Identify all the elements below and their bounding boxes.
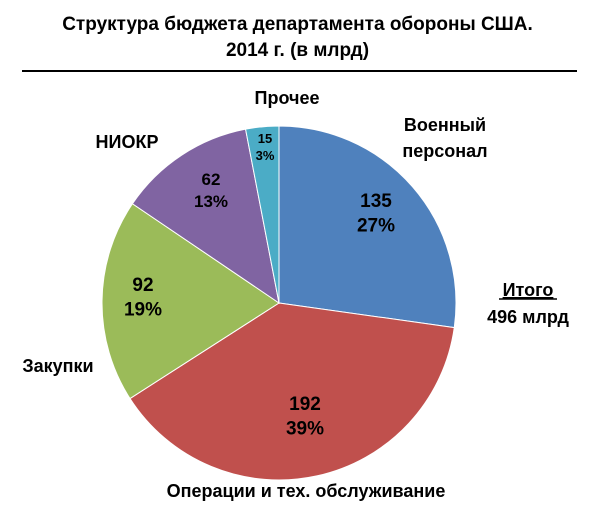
slice-percent-label-2: 39%	[286, 419, 324, 440]
slice-category-label-1-line-1: Военный	[404, 115, 486, 135]
slice-percent-label-4: 13%	[194, 192, 228, 211]
slice-value-label-4: 62	[202, 170, 221, 189]
slice-percent-label-5: 3%	[256, 148, 275, 163]
pie-slice-1	[278, 125, 457, 329]
slice-percent-label-1: 27%	[357, 216, 395, 237]
title-underline	[22, 70, 577, 72]
slice-value-label-1: 135	[360, 191, 392, 212]
slice-value-label-5: 15	[258, 131, 272, 146]
slice-value-label-3: 92	[132, 275, 153, 296]
pie-slice-4	[131, 128, 280, 305]
slice-percent-label-3: 19%	[124, 300, 162, 321]
pie-slice-2	[129, 302, 455, 481]
chart-title-line-2: 2014 г. (в млрд)	[225, 40, 370, 61]
pie-slice-5	[244, 125, 280, 304]
pie-slice-3	[101, 203, 280, 400]
total-value: 496 млрд	[487, 307, 569, 327]
slice-category-label-5: Прочее	[255, 88, 320, 108]
slice-category-label-3: Закупки	[22, 356, 93, 376]
slice-category-label-1-line-2: персонал	[402, 141, 487, 161]
chart-title-line-1: Структура бюджета департамента обороны С…	[62, 14, 533, 35]
slice-category-label-4: НИОКР	[96, 132, 159, 152]
slice-category-label-2: Операции и тех. обслуживание	[167, 481, 446, 501]
total-label: Итого	[503, 280, 554, 300]
slice-value-label-2: 192	[289, 394, 321, 415]
